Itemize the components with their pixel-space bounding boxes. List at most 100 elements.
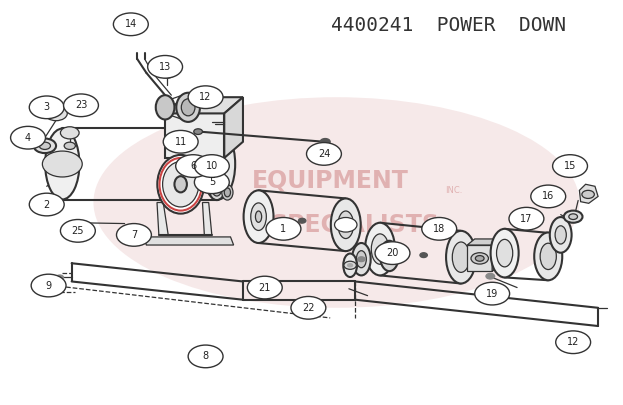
Text: 16: 16	[542, 192, 554, 201]
Text: 4400241  POWER  DOWN: 4400241 POWER DOWN	[331, 16, 566, 35]
Text: 15: 15	[564, 161, 576, 171]
Circle shape	[298, 218, 306, 223]
Text: 12: 12	[567, 337, 579, 347]
Circle shape	[531, 185, 566, 208]
Circle shape	[556, 331, 591, 354]
Ellipse shape	[255, 211, 262, 222]
Ellipse shape	[250, 203, 267, 230]
Text: 10: 10	[206, 161, 218, 171]
Ellipse shape	[163, 162, 199, 207]
Circle shape	[60, 220, 95, 242]
Polygon shape	[143, 237, 234, 245]
Circle shape	[29, 193, 64, 216]
Circle shape	[210, 185, 220, 191]
Circle shape	[60, 127, 79, 139]
Text: 21: 21	[259, 283, 271, 292]
Text: 6: 6	[190, 161, 196, 171]
Circle shape	[11, 126, 45, 149]
Text: 22: 22	[302, 303, 315, 313]
Circle shape	[56, 275, 64, 280]
Circle shape	[486, 273, 495, 279]
Ellipse shape	[550, 217, 572, 253]
Circle shape	[34, 139, 56, 153]
Text: 9: 9	[45, 281, 52, 290]
Circle shape	[64, 142, 75, 149]
Circle shape	[176, 155, 211, 177]
Circle shape	[188, 86, 223, 109]
Circle shape	[320, 139, 330, 145]
Circle shape	[564, 211, 583, 223]
Circle shape	[475, 282, 510, 305]
Polygon shape	[579, 184, 598, 203]
Ellipse shape	[343, 254, 357, 277]
Circle shape	[185, 168, 197, 176]
Ellipse shape	[491, 229, 518, 277]
Circle shape	[194, 129, 202, 134]
Circle shape	[39, 142, 50, 149]
Circle shape	[471, 253, 488, 264]
Ellipse shape	[380, 241, 399, 271]
Circle shape	[163, 130, 198, 153]
Ellipse shape	[222, 185, 233, 200]
Ellipse shape	[157, 155, 204, 214]
Ellipse shape	[201, 129, 235, 200]
Polygon shape	[492, 239, 500, 271]
Polygon shape	[157, 202, 168, 235]
Circle shape	[344, 261, 356, 269]
Circle shape	[194, 155, 229, 177]
Ellipse shape	[338, 211, 354, 239]
Ellipse shape	[384, 248, 394, 264]
Circle shape	[42, 151, 82, 177]
Ellipse shape	[181, 99, 195, 116]
Circle shape	[117, 224, 151, 246]
Text: 17: 17	[520, 214, 533, 224]
Circle shape	[291, 296, 326, 319]
Ellipse shape	[534, 232, 563, 280]
Circle shape	[569, 214, 578, 220]
Text: SPECIALISTS: SPECIALISTS	[270, 213, 440, 237]
Circle shape	[475, 256, 484, 261]
Text: 2: 2	[44, 200, 50, 209]
Ellipse shape	[93, 97, 579, 308]
Circle shape	[509, 207, 544, 230]
Circle shape	[206, 168, 224, 180]
Circle shape	[148, 55, 183, 78]
Polygon shape	[202, 202, 212, 235]
Ellipse shape	[356, 251, 366, 268]
Ellipse shape	[176, 93, 200, 122]
Circle shape	[420, 253, 427, 258]
Text: 8: 8	[202, 352, 209, 361]
Text: 14: 14	[125, 19, 137, 29]
Ellipse shape	[352, 243, 371, 275]
Ellipse shape	[45, 129, 80, 200]
Circle shape	[422, 217, 457, 240]
Circle shape	[266, 217, 301, 240]
Text: 25: 25	[72, 226, 84, 236]
Text: 4: 4	[25, 133, 31, 143]
Circle shape	[335, 217, 357, 232]
Text: 11: 11	[174, 137, 187, 147]
Polygon shape	[467, 245, 492, 271]
Ellipse shape	[156, 95, 174, 119]
Polygon shape	[165, 97, 243, 113]
Ellipse shape	[365, 223, 395, 275]
Text: 7: 7	[131, 230, 137, 240]
Ellipse shape	[497, 239, 513, 267]
Ellipse shape	[331, 198, 361, 251]
Circle shape	[247, 276, 282, 299]
Circle shape	[113, 13, 148, 36]
Text: 3: 3	[44, 102, 50, 112]
Circle shape	[582, 190, 594, 198]
Circle shape	[358, 257, 365, 262]
Circle shape	[29, 96, 64, 119]
Text: 5: 5	[209, 177, 215, 187]
Text: EQUIPMENT: EQUIPMENT	[252, 168, 409, 192]
Circle shape	[348, 264, 353, 267]
Text: INC.: INC.	[445, 186, 463, 195]
Circle shape	[31, 274, 66, 297]
Text: 12: 12	[199, 92, 212, 102]
Polygon shape	[165, 113, 224, 158]
Circle shape	[45, 106, 67, 121]
Text: 19: 19	[486, 289, 498, 298]
Ellipse shape	[555, 226, 566, 244]
